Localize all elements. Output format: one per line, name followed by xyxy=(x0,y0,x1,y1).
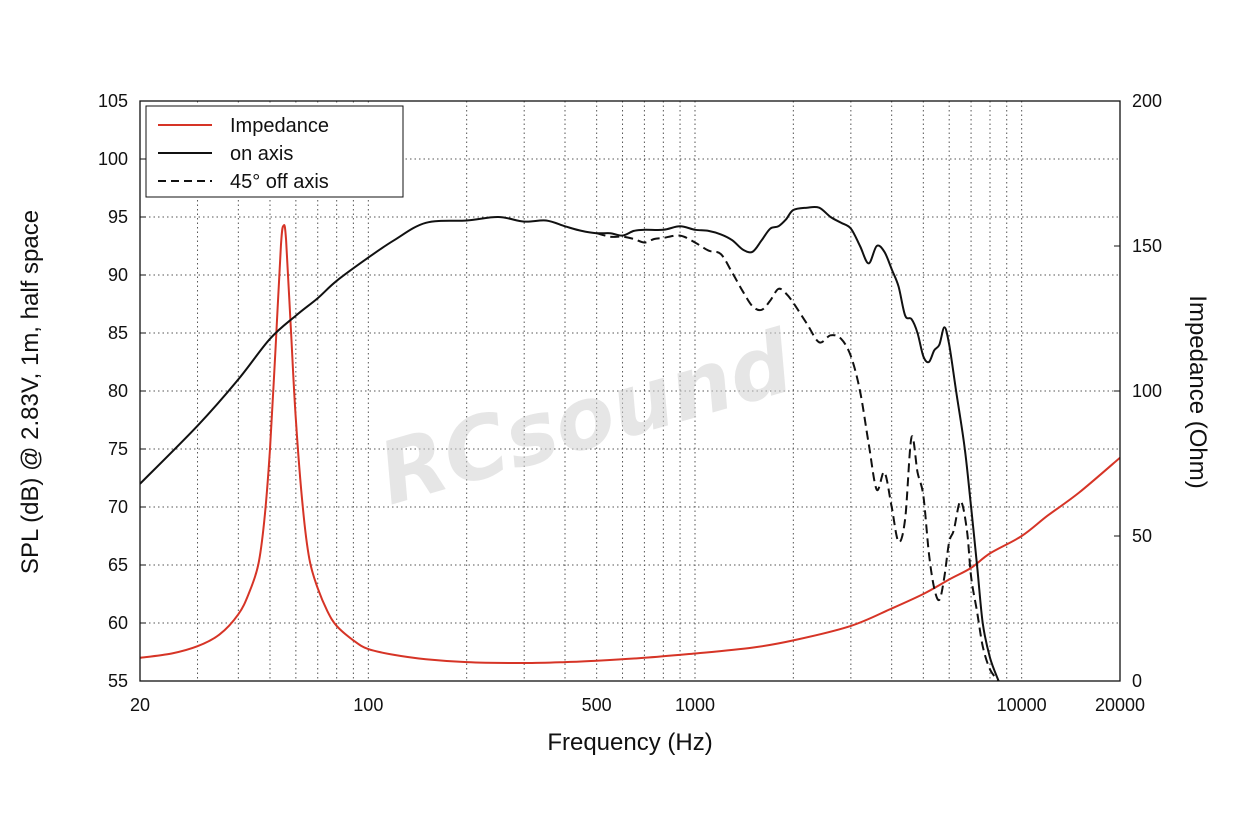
y-tick-label: 90 xyxy=(108,265,128,285)
x-tick-label: 100 xyxy=(353,695,383,715)
x-tick-label: 1000 xyxy=(675,695,715,715)
y-tick-label: 60 xyxy=(108,613,128,633)
y2-tick-label: 50 xyxy=(1132,526,1152,546)
y-tick-label: 55 xyxy=(108,671,128,691)
legend-label-on-axis: on axis xyxy=(230,143,293,165)
x-tick-label: 20000 xyxy=(1095,695,1145,715)
y-tick-label: 70 xyxy=(108,497,128,517)
x-tick-label: 20 xyxy=(130,695,150,715)
y-tick-label: 65 xyxy=(108,555,128,575)
legend-label-off-axis: 45° off axis xyxy=(230,171,329,193)
series-group xyxy=(140,205,1120,681)
y2-axis-title: Impedance (Ohm) xyxy=(1184,295,1211,488)
y2-tick-label: 0 xyxy=(1132,671,1142,691)
legend-label-impedance: Impedance xyxy=(230,115,329,137)
y-tick-label: 100 xyxy=(98,149,128,169)
series-line-on-axis xyxy=(140,205,1000,681)
x-tick-label: 500 xyxy=(582,695,612,715)
y-tick-label: 80 xyxy=(108,381,128,401)
axis-ticks: 55 60 65 70 75 80 85 90 95 100 105 0 50 100 150 200 20 10… xyxy=(98,91,1162,715)
x-axis-title: Frequency (Hz) xyxy=(547,729,712,756)
y-tick-label: 95 xyxy=(108,207,128,227)
series-line-impedance xyxy=(140,224,1120,664)
x-tick-label: 10000 xyxy=(997,695,1047,715)
y2-tick-label: 100 xyxy=(1132,381,1162,401)
y-axis-title: SPL (dB) @ 2.83V, 1m, half space xyxy=(17,210,44,574)
y2-tick-label: 200 xyxy=(1132,91,1162,111)
y2-tick-label: 150 xyxy=(1132,236,1162,256)
watermark-text: RCsound xyxy=(368,312,804,525)
y-tick-label: 105 xyxy=(98,91,128,111)
series-line-45-off-axis xyxy=(596,232,1000,681)
y-tick-label: 75 xyxy=(108,439,128,459)
y-tick-label: 85 xyxy=(108,323,128,343)
legend: Impedance on axis 45° off axis xyxy=(145,105,404,198)
